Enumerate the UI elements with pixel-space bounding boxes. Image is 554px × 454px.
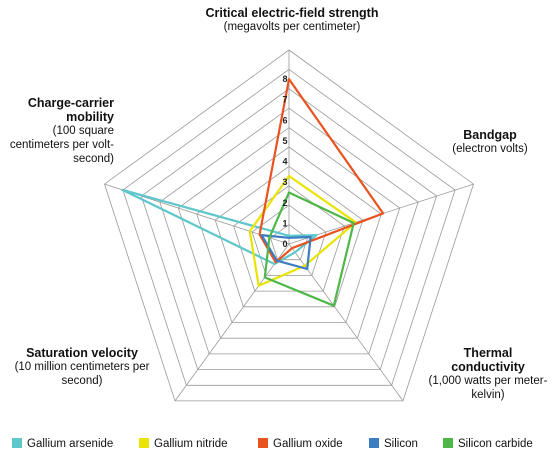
axis-title: Critical electric-field strength [205, 6, 379, 20]
tick-label: 1 [282, 218, 287, 228]
legend-item-silicon: Silicon [369, 437, 418, 451]
legend-label: Gallium oxide [273, 438, 343, 450]
tick-label: 5 [282, 136, 287, 146]
legend-swatch [258, 438, 268, 448]
tick-label: 2 [282, 198, 287, 208]
legend-label: Silicon carbide [458, 438, 533, 450]
axis-label-bandgap: Bandgap (electron volts) [430, 128, 550, 156]
legend-item-gallium-oxide: Gallium oxide [258, 437, 343, 451]
radar-ticks: 0 1 2 3 4 5 6 7 8 [282, 74, 287, 249]
legend-item-gallium-nitride: Gallium nitride [139, 437, 228, 451]
legend-swatch [12, 438, 22, 448]
series-gallium-nitride [248, 174, 357, 287]
legend-swatch [369, 438, 379, 448]
legend-swatch [443, 438, 453, 448]
grid-ring [122, 68, 456, 386]
radar-series [121, 77, 385, 307]
grid-spoke [174, 243, 290, 402]
tick-label: 4 [282, 157, 287, 167]
grid-ring [104, 49, 474, 402]
axis-unit: (1,000 watts per meter-kelvin) [428, 375, 548, 401]
grid-ring [214, 165, 364, 308]
series-gallium-arsenide [121, 188, 318, 266]
tick-label: 6 [282, 115, 287, 125]
legend-label: Silicon [384, 438, 418, 450]
series-silicon [260, 234, 312, 271]
grid-ring [140, 88, 438, 371]
axis-title: Bandgap [463, 128, 517, 142]
legend-item-silicon-carbide: Silicon carbide [443, 437, 533, 451]
grid-ring [159, 107, 419, 355]
grid-ring [177, 127, 401, 339]
grid-ring [196, 146, 382, 323]
legend-label: Gallium nitride [154, 438, 228, 450]
axis-title: Saturation velocity [26, 346, 138, 360]
axis-label-carrier-mobility: Charge-carrier mobility (100 square cent… [2, 96, 114, 166]
axis-label-critical-field: Critical electric-field strength (megavo… [150, 6, 434, 34]
series-silicon-carbide [263, 191, 355, 307]
axis-unit: (10 million centimeters per second) [14, 361, 150, 387]
tick-label: 0 [282, 239, 287, 249]
axis-unit: (megavolts per centimeter) [223, 21, 361, 33]
tick-label: 8 [282, 74, 287, 84]
chart-legend: Gallium arsenide Gallium nitride Gallium… [12, 437, 552, 451]
legend-item-gallium-arsenide: Gallium arsenide [12, 437, 113, 451]
axis-unit: (electron volts) [452, 143, 528, 155]
axis-unit: (100 square centimeters per volt-second) [9, 125, 114, 165]
tick-label: 3 [282, 177, 287, 187]
legend-swatch [139, 438, 149, 448]
grid-ring [233, 185, 345, 292]
grid-spoke [288, 243, 404, 402]
axis-label-thermal-conductivity: Thermal conductivity (1,000 watts per me… [428, 346, 548, 402]
radar-grid [104, 49, 474, 402]
tick-label: 7 [282, 95, 287, 105]
legend-label: Gallium arsenide [27, 438, 114, 450]
axis-title: Thermal conductivity [451, 346, 525, 374]
axis-label-saturation-velocity: Saturation velocity (10 million centimet… [2, 346, 162, 388]
series-gallium-oxide [258, 77, 385, 264]
axis-title: Charge-carrier mobility [27, 96, 114, 124]
